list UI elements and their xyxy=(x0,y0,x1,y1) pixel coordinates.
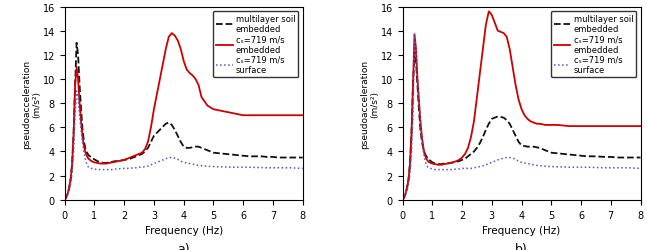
X-axis label: Frequency (Hz): Frequency (Hz) xyxy=(144,225,223,235)
cₛ=719 m/s
surface xyxy=(72,90,80,93)
cₛ=719 m/s
surface xyxy=(399,198,406,202)
Y-axis label: pseudoacceleration
(m/s²): pseudoacceleration (m/s²) xyxy=(360,59,379,148)
multilayer soil
embedded xyxy=(174,135,182,138)
multilayer soil
embedded xyxy=(156,129,164,132)
multilayer soil
embedded xyxy=(87,156,95,160)
multilayer soil
embedded xyxy=(61,198,69,202)
cₛ=719 m/s
embedded xyxy=(413,78,421,81)
cₛ=719 m/s
embedded xyxy=(441,163,448,166)
multilayer soil
embedded xyxy=(77,108,85,111)
Line: multilayer soil
embedded: multilayer soil embedded xyxy=(65,44,303,200)
cₛ=719 m/s
surface xyxy=(299,167,307,170)
cₛ=719 m/s
surface xyxy=(637,167,644,170)
cₛ=719 m/s
surface xyxy=(77,129,85,132)
multilayer soil
embedded xyxy=(411,52,419,55)
multilayer soil
embedded xyxy=(521,145,529,148)
multilayer soil
embedded xyxy=(637,156,644,160)
cₛ=719 m/s
embedded xyxy=(521,114,529,117)
cₛ=719 m/s
embedded xyxy=(86,159,94,162)
X-axis label: Frequency (Hz): Frequency (Hz) xyxy=(483,225,561,235)
Line: cₛ=719 m/s
surface: cₛ=719 m/s surface xyxy=(65,92,303,200)
cₛ=719 m/s
embedded xyxy=(299,114,307,117)
cₛ=719 m/s
surface xyxy=(182,162,190,165)
cₛ=719 m/s
surface xyxy=(87,167,95,170)
cₛ=719 m/s
embedded xyxy=(174,40,182,43)
cₛ=719 m/s
surface xyxy=(156,160,164,163)
Line: cₛ=719 m/s
embedded: cₛ=719 m/s embedded xyxy=(65,34,303,200)
cₛ=719 m/s
surface xyxy=(426,166,433,170)
cₛ=719 m/s
surface xyxy=(174,158,182,161)
cₛ=719 m/s
surface xyxy=(494,159,501,162)
cₛ=719 m/s
surface xyxy=(61,198,69,202)
cₛ=719 m/s
surface xyxy=(512,158,520,161)
cₛ=719 m/s
surface xyxy=(105,168,113,172)
Legend: multilayer soil
embedded, cₛ=719 m/s
embedded, cₛ=719 m/s
surface: multilayer soil embedded, cₛ=719 m/s emb… xyxy=(213,12,298,78)
Line: multilayer soil
embedded: multilayer soil embedded xyxy=(402,53,641,200)
cₛ=719 m/s
embedded xyxy=(150,108,158,111)
cₛ=719 m/s
surface xyxy=(521,162,529,165)
multilayer soil
embedded xyxy=(494,116,501,118)
multilayer soil
embedded xyxy=(105,161,113,164)
Line: cₛ=719 m/s
surface: cₛ=719 m/s surface xyxy=(402,35,641,200)
Text: b): b) xyxy=(515,242,528,250)
cₛ=719 m/s
embedded xyxy=(102,162,110,166)
cₛ=719 m/s
embedded xyxy=(494,30,501,33)
cₛ=719 m/s
surface xyxy=(415,100,423,103)
cₛ=719 m/s
surface xyxy=(443,168,451,172)
cₛ=719 m/s
embedded xyxy=(424,160,432,163)
multilayer soil
embedded xyxy=(182,147,190,150)
cₛ=719 m/s
embedded xyxy=(182,68,190,71)
multilayer soil
embedded xyxy=(72,42,80,45)
multilayer soil
embedded xyxy=(512,135,520,138)
Text: a): a) xyxy=(177,242,190,250)
cₛ=719 m/s
surface xyxy=(411,34,419,37)
Line: cₛ=719 m/s
embedded: cₛ=719 m/s embedded xyxy=(402,12,641,200)
multilayer soil
embedded xyxy=(443,162,451,166)
multilayer soil
embedded xyxy=(299,156,307,160)
cₛ=719 m/s
embedded xyxy=(168,32,175,35)
Y-axis label: pseudoacceleration
(m/s²): pseudoacceleration (m/s²) xyxy=(22,59,41,148)
cₛ=719 m/s
embedded xyxy=(76,102,83,105)
Legend: multilayer soil
embedded, cₛ=719 m/s
embedded, cₛ=719 m/s
surface: multilayer soil embedded, cₛ=719 m/s emb… xyxy=(551,12,637,78)
multilayer soil
embedded xyxy=(415,108,423,111)
cₛ=719 m/s
embedded xyxy=(399,198,406,202)
multilayer soil
embedded xyxy=(399,198,406,202)
cₛ=719 m/s
embedded xyxy=(512,84,520,87)
cₛ=719 m/s
embedded xyxy=(637,125,644,128)
cₛ=719 m/s
embedded xyxy=(485,11,493,14)
cₛ=719 m/s
embedded xyxy=(61,198,69,202)
multilayer soil
embedded xyxy=(426,159,433,162)
